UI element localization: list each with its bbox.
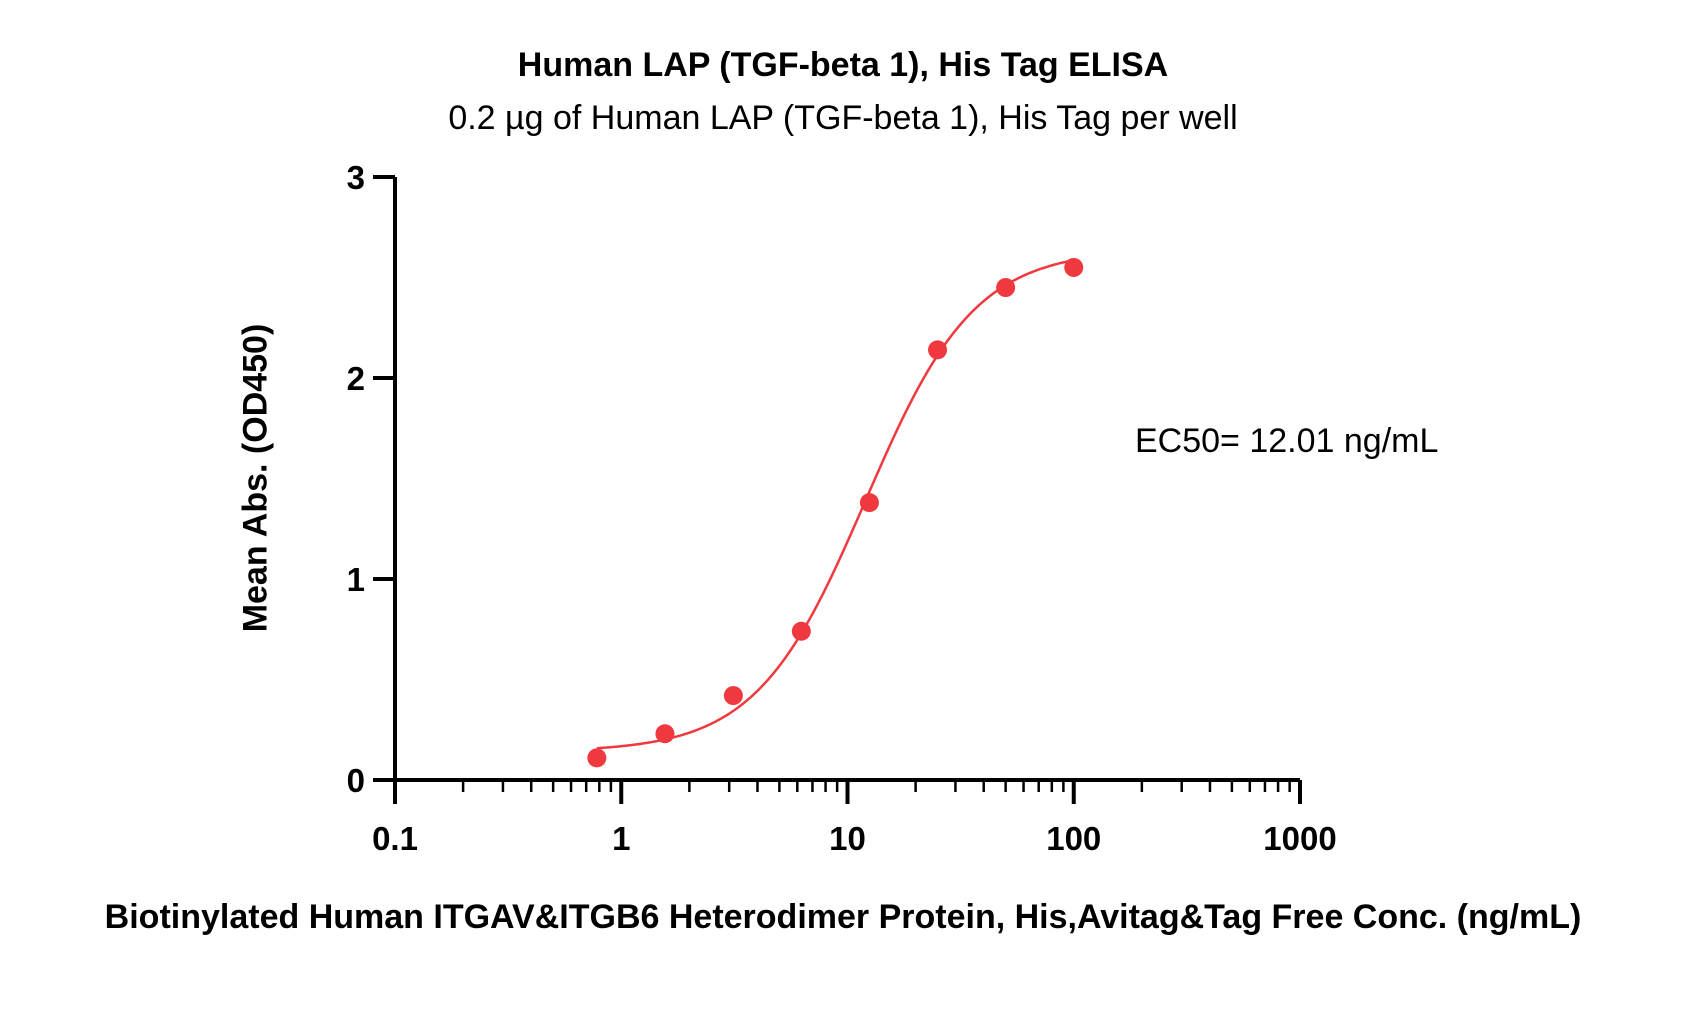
x-tick-label: 10 [829, 820, 866, 857]
data-point [859, 493, 879, 513]
chart-title: Human LAP (TGF-beta 1), His Tag ELISA [517, 46, 1169, 84]
x-tick-label: 100 [1046, 820, 1101, 857]
chart-subtitle: 0.2 µg of Human LAP (TGF-beta 1), His Ta… [448, 99, 1238, 137]
data-point [655, 724, 675, 744]
x-axis-label: Biotinylated Human ITGAV&ITGB6 Heterodim… [104, 898, 1582, 936]
data-point [1064, 257, 1084, 277]
y-tick-label: 3 [347, 159, 365, 196]
y-tick-label: 0 [347, 762, 365, 799]
y-tick-label: 2 [347, 360, 365, 397]
ec50-annotation: EC50= 12.01 ng/mL [1135, 422, 1439, 460]
x-tick-label: 0.1 [372, 820, 418, 857]
data-point [928, 340, 948, 360]
data-point [723, 686, 743, 706]
fit-curve [596, 258, 1074, 750]
x-tick-label: 1000 [1263, 820, 1336, 857]
y-axis-label: Mean Abs. (OD450) [236, 323, 275, 633]
y-tick-label: 1 [347, 561, 365, 598]
data-point [791, 621, 811, 641]
data-point [996, 278, 1016, 298]
data-point [587, 748, 607, 768]
x-tick-label: 1 [612, 820, 630, 857]
